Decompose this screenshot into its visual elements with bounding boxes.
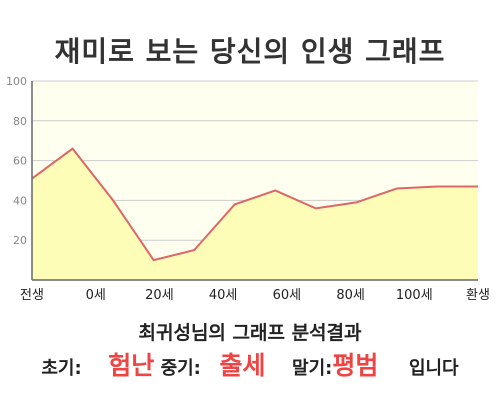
mid-value: 출세 <box>219 351 266 380</box>
early-label: 초기: <box>41 358 82 379</box>
x-axis-ticks: 전생 0세 20세 40세 60세 80세 100세 환생 <box>20 288 490 300</box>
result-heading: 최귀성님의 그래프 분석결과 <box>138 322 362 344</box>
late-value: 평범 <box>332 351 379 380</box>
page-title: 재미로 보는 당신의 인생 그래프 <box>54 35 446 68</box>
y-tick-label: 80 <box>13 115 27 128</box>
x-tick-label: 20세 <box>145 288 174 300</box>
y-tick-label: 60 <box>13 155 27 168</box>
x-tick-label: 40세 <box>209 288 238 300</box>
result-suffix: 입니다 <box>408 358 459 379</box>
y-tick-label: 40 <box>13 194 27 207</box>
life-graph-chart: 20 40 60 80 100 전생 0세 20세 40세 60세 80세 100세 환생 <box>6 75 490 300</box>
result-summary: 초기: 험난 중기: 출세 말기:평범 입니다 <box>0 346 500 382</box>
x-tick-label: 환생 <box>466 288 490 300</box>
series-line <box>31 147 478 262</box>
x-tick-label: 전생 <box>20 288 44 300</box>
x-tick-label: 0세 <box>86 288 106 300</box>
series-area <box>32 148 478 280</box>
x-tick-label: 60세 <box>273 288 302 300</box>
x-tick-label: 100세 <box>396 288 433 300</box>
early-value: 험난 <box>108 351 155 380</box>
mid-label: 중기: <box>160 358 201 379</box>
late-label: 말기: <box>292 358 333 379</box>
y-axis-ticks: 20 40 60 80 100 <box>6 75 27 247</box>
y-tick-label: 20 <box>13 234 27 247</box>
y-tick-label: 100 <box>6 75 27 88</box>
x-tick-label: 80세 <box>336 288 365 300</box>
